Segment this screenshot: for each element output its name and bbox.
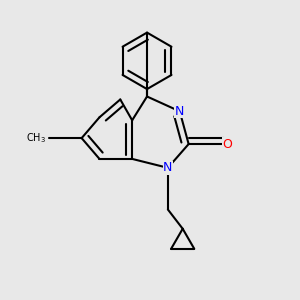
Text: N: N [163, 161, 172, 174]
Text: O: O [222, 138, 232, 151]
Text: CH$_3$: CH$_3$ [26, 131, 46, 145]
Text: N: N [175, 105, 184, 118]
